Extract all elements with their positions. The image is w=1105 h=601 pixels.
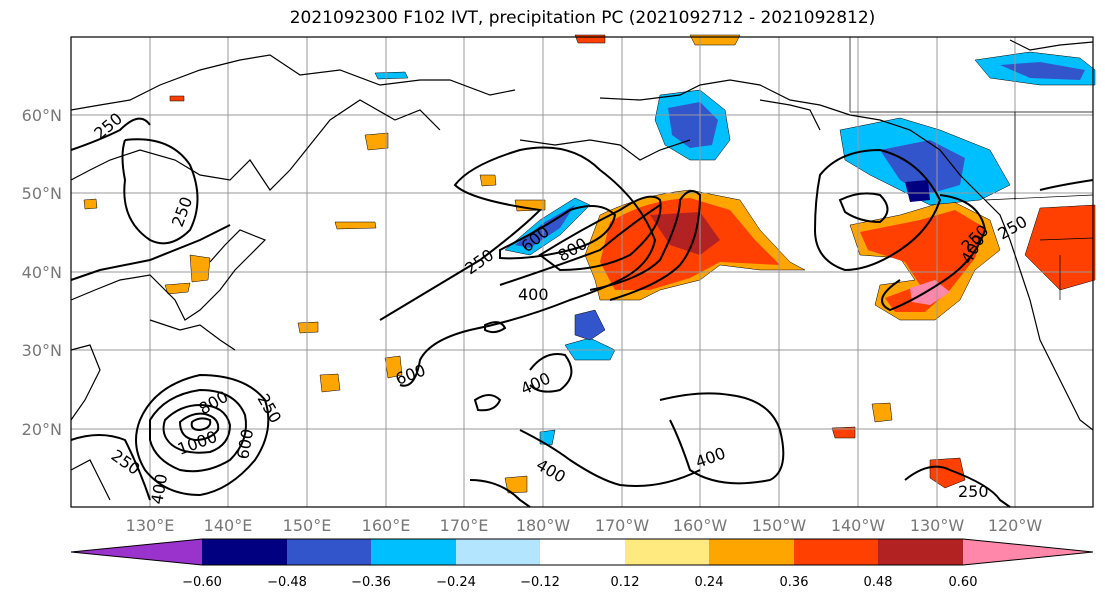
lon-label: 150°E <box>283 516 332 535</box>
colorbar-tick-label: 0.36 <box>780 575 809 590</box>
contour-label: 250 <box>254 391 286 427</box>
precip-positive-patch <box>831 426 856 439</box>
lon-label: 160°W <box>673 516 728 535</box>
precip-positive-patch <box>504 475 528 494</box>
contour-labels: 250 250 250 250 600 800 400 600 400 800 … <box>90 109 1030 506</box>
contour-label: 250 <box>958 482 989 501</box>
contour-label: 400 <box>518 368 554 398</box>
lon-label: 170°W <box>595 516 650 535</box>
coastlines <box>70 39 1094 501</box>
lat-label: 30°N <box>22 341 62 360</box>
contour-label: 400 <box>518 285 549 304</box>
colorbar-outline <box>70 538 1094 566</box>
lon-label: 120°W <box>988 516 1043 535</box>
precip-positive-patch <box>164 282 191 295</box>
map-frame <box>70 36 1094 508</box>
precip-positive-patch <box>319 373 341 393</box>
lon-label: 160°E <box>362 516 411 535</box>
colorbar-segment <box>540 539 625 565</box>
lon-label: 170°E <box>440 516 489 535</box>
colorbar-segment <box>371 539 456 565</box>
precip-positive-region <box>860 210 985 312</box>
colorbar-tick-label: −0.48 <box>267 575 307 590</box>
map-title: 2021092300 F102 IVT, precipitation PC (2… <box>289 8 876 28</box>
precip-positive-patch <box>189 254 211 283</box>
colorbar-tick-label: 0.12 <box>611 575 640 590</box>
precip-positive-region <box>650 212 720 255</box>
colorbar-tick-label: 0.48 <box>864 575 893 590</box>
latitude-labels: 60°N 50°N 40°N 30°N 20°N <box>22 106 62 439</box>
colorbar-segment <box>625 539 709 565</box>
colorbar-segment <box>202 539 287 565</box>
precip-negative-region <box>574 309 606 341</box>
contour-label: 250 <box>90 109 126 143</box>
colorbar-segment <box>709 539 794 565</box>
colorbar-tick-label: −0.12 <box>520 575 560 590</box>
colorbar-tick-label: 0.24 <box>695 575 724 590</box>
precip-positive-patch <box>574 34 606 44</box>
lon-label: 180°W <box>516 516 571 535</box>
precip-negative-region <box>374 71 409 80</box>
lon-label: 150°W <box>752 516 807 535</box>
precip-negative-region <box>1000 62 1085 80</box>
contour-label: 600 <box>233 427 257 460</box>
colorbar-segment <box>456 539 540 565</box>
political-boundaries <box>849 37 1094 300</box>
colorbar-segment <box>287 539 371 565</box>
lon-label: 140°E <box>204 516 253 535</box>
colorbar-tick-label: −0.60 <box>182 575 222 590</box>
precip-positive-patch <box>169 95 185 102</box>
precip-negative-region <box>564 337 616 361</box>
graticule <box>71 37 1093 507</box>
colorbar-segment <box>878 539 963 565</box>
precip-negative-region <box>668 102 718 148</box>
colorbar-segment <box>963 539 1093 565</box>
lon-label: 130°E <box>126 516 175 535</box>
lat-label: 50°N <box>22 184 62 203</box>
colorbar <box>70 538 1094 566</box>
precip-positive-patch <box>479 174 497 187</box>
precip-positive-patch <box>297 321 319 334</box>
precip-positive-patch <box>384 355 403 379</box>
precip-negative-region <box>905 180 930 202</box>
precip-positive-patch <box>83 198 98 210</box>
precip-positive-patch <box>334 221 377 230</box>
longitude-labels: 130°E 140°E 150°E 160°E 170°E 180°W 170°… <box>126 516 1043 535</box>
colorbar-tick-label: −0.24 <box>436 575 476 590</box>
precip-shading <box>83 34 1096 494</box>
lon-label: 140°W <box>831 516 886 535</box>
contour-label: 400 <box>147 472 171 505</box>
colorbar-segment <box>794 539 878 565</box>
contour-label: 400 <box>533 455 569 487</box>
lat-label: 40°N <box>22 263 62 282</box>
lat-label: 60°N <box>22 106 62 125</box>
precip-positive-region <box>910 280 950 305</box>
lon-label: 130°W <box>910 516 965 535</box>
precip-positive-patch <box>929 457 966 489</box>
colorbar-tick-labels: −0.60 −0.48 −0.36 −0.24 −0.12 0.12 0.24 … <box>182 575 977 590</box>
contour-label: 250 <box>995 212 1031 244</box>
precip-positive-patch <box>871 402 893 423</box>
contour-label: 400 <box>693 443 728 471</box>
contour-label: 250 <box>108 446 144 479</box>
colorbar-tick-label: −0.36 <box>351 575 391 590</box>
ivt-contours <box>70 117 1094 508</box>
colorbar-segment <box>71 539 202 565</box>
precip-positive-patch <box>364 132 389 151</box>
colorbar-tick-label: 0.60 <box>949 575 978 590</box>
lat-label: 20°N <box>22 420 62 439</box>
